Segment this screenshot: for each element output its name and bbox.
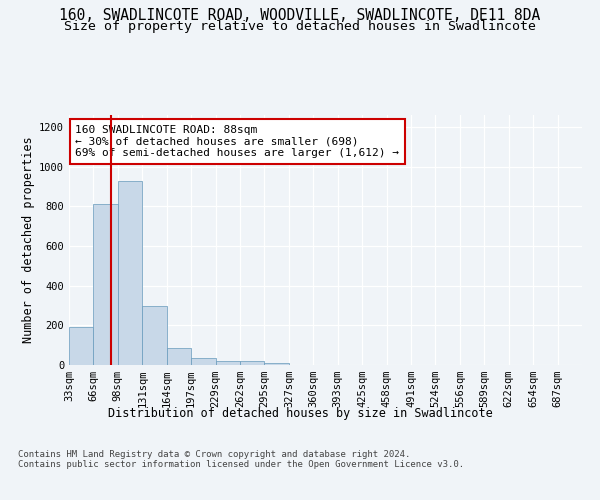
Text: 160, SWADLINCOTE ROAD, WOODVILLE, SWADLINCOTE, DE11 8DA: 160, SWADLINCOTE ROAD, WOODVILLE, SWADLI…	[59, 8, 541, 22]
Bar	[142, 306, 167, 365]
Bar	[69, 327, 94, 365]
Text: Contains HM Land Registry data © Crown copyright and database right 2024.
Contai: Contains HM Land Registry data © Crown c…	[18, 450, 464, 469]
Bar	[191, 358, 215, 365]
Bar	[215, 361, 240, 365]
Bar	[118, 181, 142, 365]
Bar	[240, 362, 265, 365]
Text: Size of property relative to detached houses in Swadlincote: Size of property relative to detached ho…	[64, 20, 536, 33]
Y-axis label: Number of detached properties: Number of detached properties	[22, 136, 35, 344]
Bar	[94, 204, 118, 365]
Bar	[265, 362, 289, 365]
Text: 160 SWADLINCOTE ROAD: 88sqm
← 30% of detached houses are smaller (698)
69% of se: 160 SWADLINCOTE ROAD: 88sqm ← 30% of det…	[75, 125, 399, 158]
Bar	[167, 348, 191, 365]
Text: Distribution of detached houses by size in Swadlincote: Distribution of detached houses by size …	[107, 408, 493, 420]
